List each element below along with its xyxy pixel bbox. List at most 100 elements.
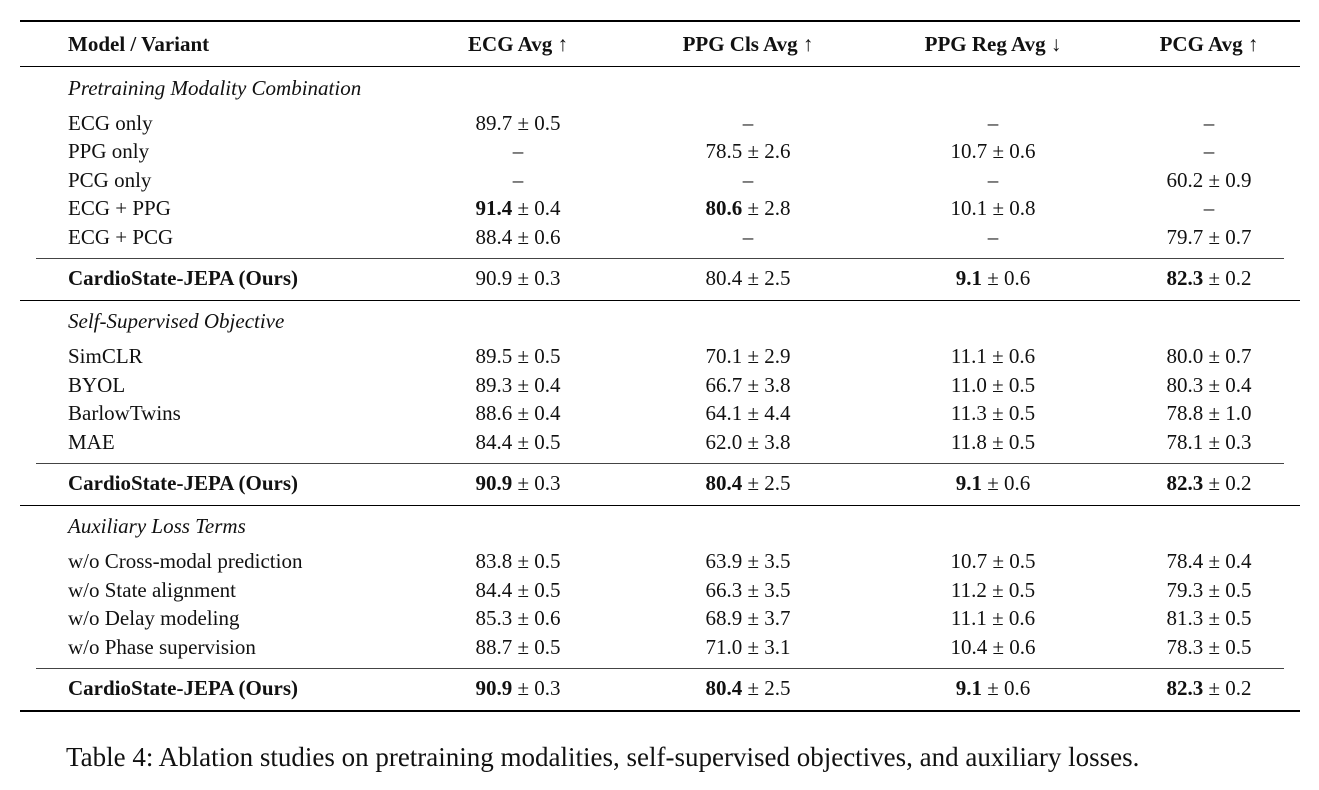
group-title-row: Self-Supervised Objective (20, 300, 1300, 343)
cell-mean: 9.1 (955, 676, 982, 700)
cell-mean: 63.9 (705, 549, 743, 574)
cell-std: ± 0.6 (512, 224, 561, 249)
cell-ppg-reg-avg: 11.0 ± 0.5 (868, 371, 1118, 400)
cell-ppg-cls-avg: 80.6 ± 2.8 (628, 195, 868, 224)
cell-pcg-avg: 79.3 ± 0.5 (1118, 576, 1300, 605)
cell-mean: 78.5 (705, 139, 743, 164)
cell-pcg-avg: 78.4 ± 0.4 (1118, 548, 1300, 577)
cell-std: ± 0.2 (1203, 676, 1252, 700)
cell-ecg-avg: 90.9 ± 0.3 (408, 667, 628, 712)
row-label: w/o Phase supervision (68, 634, 256, 659)
cell-mean: 90.9 (475, 676, 513, 700)
cell-ppg-cls-avg: 80.4 ± 2.5 (628, 257, 868, 301)
cell-std: ± 2.5 (742, 676, 791, 700)
table-row: ECG + PPG 91.4 ± 0.4 80.6 ± 2.8 10.1 ± 0.8– (20, 195, 1300, 224)
cell-std: ± 0.7 (1203, 344, 1252, 369)
cell-mean: 78.3 (1166, 634, 1204, 659)
cell-mean: 66.3 (705, 577, 743, 602)
cell-ecg-avg: 88.7 ± 0.5 (408, 633, 628, 668)
cell-ppg-reg-avg: 10.7 ± 0.6 (868, 138, 1118, 167)
row-label: ECG + PCG (68, 224, 174, 249)
cell-mean: 80.6 (705, 196, 743, 221)
cell-mean: 9.1 (955, 266, 982, 290)
table-row: w/o State alignment 84.4 ± 0.5 66.3 ± 3.5 1… (20, 576, 1300, 605)
group-title-row: Pretraining Modality Combination (20, 67, 1300, 110)
cell-mean: 89.7 (475, 110, 513, 135)
cell-pcg-avg: 82.3 ± 0.2 (1118, 462, 1300, 506)
cell-mean: 10.1 (950, 196, 988, 221)
cell-mean: 78.1 (1166, 429, 1204, 454)
ablation-table: Model / Variant ECG Avg ↑ PPG Cls Avg ↑ … (20, 20, 1300, 712)
cell-std: ± 0.4 (512, 401, 561, 426)
cell-std: ± 0.5 (1203, 606, 1252, 631)
cell-ppg-reg-avg: 11.1 ± 0.6 (868, 343, 1118, 372)
cell-mean: 80.0 (1166, 344, 1204, 369)
cell-mean: 71.0 (705, 634, 743, 659)
cell-mean: 60.2 (1166, 167, 1204, 192)
cell-ecg-avg: 88.4 ± 0.6 (408, 223, 628, 258)
cell-mean: 80.4 (705, 471, 743, 495)
cell-mean: – (742, 167, 754, 192)
cell-mean: 81.3 (1166, 606, 1204, 631)
table-row: ECG + PCG 88.4 ± 0.6 – – 79.7 ± 0.7 (20, 223, 1300, 258)
cell-mean: 68.9 (705, 606, 743, 631)
cell-mean: 10.7 (950, 549, 988, 574)
cell-ppg-reg-avg: 10.4 ± 0.6 (868, 633, 1118, 668)
cell-mean: 90.9 (475, 266, 513, 290)
cell-pcg-avg: 79.7 ± 0.7 (1118, 223, 1300, 258)
cell-mean: 84.4 (475, 429, 513, 454)
cell-mean: 84.4 (475, 577, 513, 602)
cell-mean: 83.8 (475, 549, 513, 574)
cell-ppg-cls-avg: 70.1 ± 2.9 (628, 343, 868, 372)
cell-pcg-avg: 78.8 ± 1.0 (1118, 400, 1300, 429)
cell-mean: 66.7 (705, 372, 743, 397)
cell-pcg-avg: 78.3 ± 0.5 (1118, 633, 1300, 668)
cell-ppg-cls-avg: 68.9 ± 3.7 (628, 605, 868, 634)
cell-mean: 11.8 (950, 429, 987, 454)
cell-mean: – (1203, 110, 1215, 135)
cell-std: ± 0.5 (512, 429, 561, 454)
cell-ppg-reg-avg: 11.1 ± 0.6 (868, 605, 1118, 634)
row-label: CardioState-JEPA (Ours) (20, 462, 408, 506)
cell-std: ± 0.6 (986, 606, 1036, 631)
cell-mean: 62.0 (705, 429, 743, 454)
cell-std: ± 0.5 (512, 577, 561, 602)
cell-ppg-reg-avg: 11.3 ± 0.5 (868, 400, 1118, 429)
cell-mean: 89.3 (475, 372, 513, 397)
cell-mean: 90.9 (475, 471, 513, 495)
cell-std: ± 0.6 (981, 676, 1031, 700)
cell-std: ± 0.6 (987, 634, 1036, 659)
cell-mean: 78.4 (1166, 549, 1204, 574)
cell-ecg-avg: 91.4 ± 0.4 (408, 195, 628, 224)
cell-std: ± 3.8 (742, 429, 791, 454)
cell-ppg-reg-avg: 9.1 ± 0.6 (868, 667, 1118, 712)
cell-std: ± 0.6 (987, 139, 1036, 164)
header-pcg-avg: PCG Avg ↑ (1118, 20, 1300, 67)
cell-pcg-avg: 80.0 ± 0.7 (1118, 343, 1300, 372)
cell-mean: 88.7 (475, 634, 513, 659)
cell-std: ± 3.1 (742, 634, 791, 659)
cell-std: ± 0.5 (987, 549, 1036, 574)
cell-std: ± 2.9 (742, 344, 791, 369)
cell-mean: 85.3 (475, 606, 513, 631)
group-title-row: Auxiliary Loss Terms (20, 505, 1300, 548)
cell-std: ± 0.5 (512, 549, 561, 574)
cell-ppg-cls-avg: 66.3 ± 3.5 (628, 576, 868, 605)
cell-ecg-avg: 90.9 ± 0.3 (408, 257, 628, 301)
cell-mean: 11.1 (950, 606, 987, 631)
ours-row: CardioState-JEPA (Ours) 90.9 ± 0.3 80.4 ± … (20, 257, 1300, 301)
cell-ppg-cls-avg: 78.5 ± 2.6 (628, 138, 868, 167)
cell-ecg-avg: 89.3 ± 0.4 (408, 371, 628, 400)
cell-ppg-reg-avg: 9.1 ± 0.6 (868, 462, 1118, 506)
cell-ecg-avg: 88.6 ± 0.4 (408, 400, 628, 429)
cell-ecg-avg: 84.4 ± 0.5 (408, 428, 628, 463)
cell-ppg-reg-avg: 11.8 ± 0.5 (868, 428, 1118, 463)
cell-mean: – (987, 110, 999, 135)
ours-row: CardioState-JEPA (Ours) 90.9 ± 0.3 80.4 ± … (20, 667, 1300, 712)
table-row: PPG only –78.5 ± 2.6 10.7 ± 0.6– (20, 138, 1300, 167)
header-ppg-cls-avg: PPG Cls Avg ↑ (628, 20, 868, 67)
row-label: CardioState-JEPA (Ours) (20, 257, 408, 301)
header-ecg-avg: ECG Avg ↑ (408, 20, 628, 67)
cell-std: ± 0.3 (512, 266, 561, 290)
